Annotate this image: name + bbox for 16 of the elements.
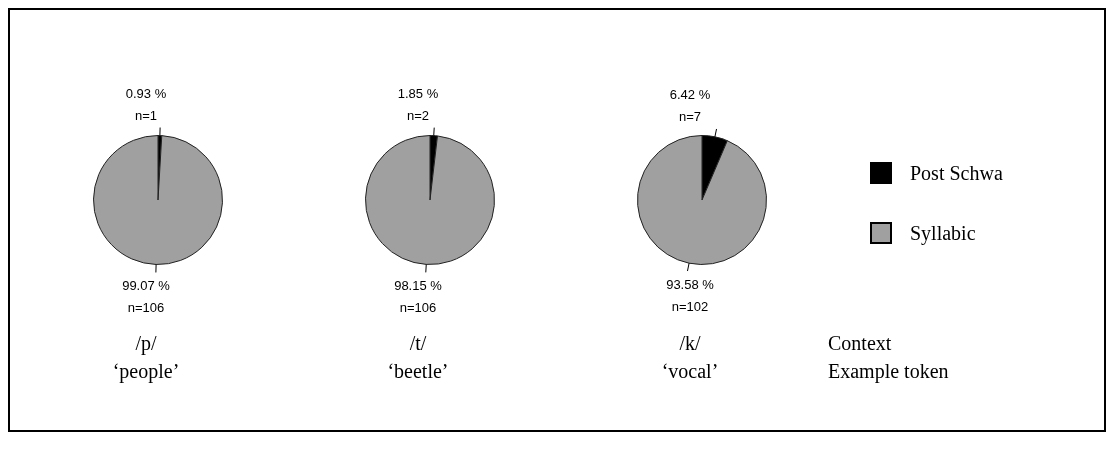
data-label: 93.58 % n=102 bbox=[666, 277, 715, 315]
data-label: 99.07 % n=106 bbox=[122, 278, 171, 316]
text: ‘beetle’ bbox=[386, 360, 450, 383]
text: Example token bbox=[828, 360, 949, 385]
text: Context bbox=[828, 332, 893, 356]
text: ‘vocal’ bbox=[660, 360, 720, 383]
data-label: 1.85 % n=2 bbox=[397, 85, 439, 123]
text: /k/ bbox=[678, 332, 702, 355]
text: /p/ bbox=[134, 332, 158, 355]
legend-label: Post Schwa bbox=[909, 160, 1003, 186]
data-label: 98.15 % n=106 bbox=[394, 278, 443, 316]
legend-label: Syllabic bbox=[909, 220, 977, 247]
text: /t/ bbox=[408, 332, 428, 355]
text: ‘people’ bbox=[111, 360, 181, 383]
data-label: 0.93 % n=1 bbox=[125, 85, 167, 123]
data-label: 6.42 % n=7 bbox=[669, 86, 711, 124]
